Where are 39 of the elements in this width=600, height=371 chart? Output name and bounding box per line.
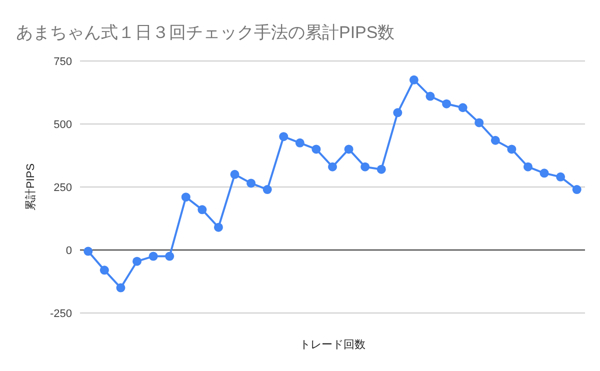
- y-tick-label: 0: [66, 245, 72, 257]
- point: [328, 162, 337, 172]
- chart-title: あまちゃん式１日３回チェック手法の累計PIPS数: [16, 23, 395, 42]
- point: [181, 192, 190, 202]
- point: [84, 246, 93, 256]
- point: [442, 99, 452, 108]
- point: [458, 103, 468, 112]
- point: [572, 185, 582, 194]
- point: [214, 222, 223, 232]
- point: [556, 172, 566, 182]
- point: [474, 118, 484, 128]
- point: [344, 144, 354, 154]
- point: [230, 170, 240, 179]
- y-tick-label: 250: [54, 182, 72, 194]
- y-tick-label: 750: [54, 56, 72, 68]
- point: [279, 132, 288, 142]
- y-tick-label: -250: [50, 308, 72, 320]
- point: [393, 108, 402, 118]
- point: [165, 252, 174, 261]
- point: [490, 136, 500, 145]
- point: [376, 164, 386, 174]
- point: [262, 185, 272, 194]
- point: [426, 92, 435, 101]
- point: [507, 144, 516, 154]
- point: [148, 252, 158, 261]
- point: [246, 178, 256, 188]
- point: [312, 144, 321, 154]
- y-tick-label: 500: [54, 119, 72, 131]
- x-axis-title: トレード回数: [300, 339, 366, 351]
- point: [116, 283, 126, 292]
- point: [100, 266, 109, 275]
- point: [523, 162, 532, 172]
- y-axis-title: 累計PIPS: [24, 163, 37, 211]
- point: [540, 168, 549, 178]
- point: [409, 75, 418, 84]
- point: [132, 256, 142, 266]
- point: [198, 205, 207, 214]
- point: [360, 162, 370, 172]
- point: [295, 138, 304, 148]
